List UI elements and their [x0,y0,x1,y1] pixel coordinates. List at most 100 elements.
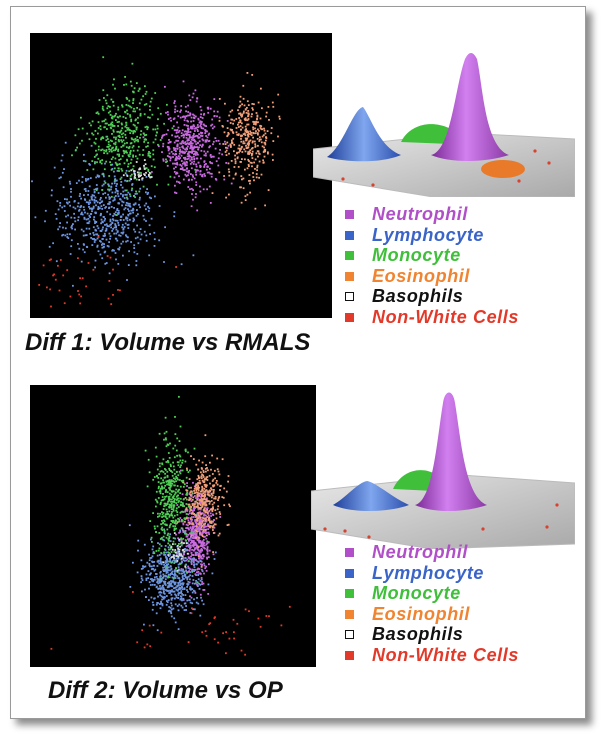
data-point [189,507,192,510]
data-point [103,120,105,122]
data-point [179,116,182,119]
data-point [188,139,190,142]
data-point [185,476,188,479]
data-point [195,532,198,535]
data-point [191,528,194,531]
data-point [206,509,208,511]
data-point [93,218,95,221]
data-point [165,508,168,511]
data-point [170,580,172,582]
data-point [163,505,166,507]
data-point [238,112,240,115]
data-point [208,171,210,174]
data-point [214,477,216,480]
data-point [125,217,127,220]
data-point [243,142,246,145]
data-point [174,105,177,108]
data-point [191,509,193,512]
data-point [211,488,213,491]
data-point [200,545,203,547]
data-point [129,202,131,205]
data-point [214,523,217,526]
data-point [112,228,114,230]
data-point [146,145,149,147]
data-point [173,582,176,585]
data-point [165,445,168,448]
data-point [96,161,98,164]
data-point [185,164,188,167]
data-point [100,205,103,208]
data-point [257,101,260,104]
data-point [128,250,130,253]
data-point [148,172,151,174]
data-point [171,511,173,513]
data-point [93,238,96,240]
data-point [151,583,154,586]
data-point [181,561,183,563]
data-point [198,502,201,505]
data-point [196,584,199,587]
data-point [175,159,177,161]
data-point [193,447,196,450]
data-point [244,117,247,120]
data-point [186,170,188,173]
data-point [242,187,245,190]
data-point [97,250,100,253]
data-point [78,247,81,250]
data-point [178,581,181,584]
data-point [147,170,150,173]
data-point [150,217,153,220]
data-point [192,516,195,518]
data-point [173,527,176,530]
data-point [199,120,202,123]
data-point [185,160,188,163]
data-point [205,565,207,568]
data-point [215,480,218,482]
data-point [201,532,204,535]
data-point [193,150,196,153]
data-point [174,520,177,523]
data-point [178,577,181,579]
legend-item: Non-White Cells [345,307,585,328]
data-point [82,206,85,208]
data-point [180,555,183,557]
data-point [184,130,187,133]
data-point [260,141,263,144]
data-point [104,126,106,129]
data-point [134,137,137,140]
data-point [260,125,263,127]
data-point [166,164,169,167]
data-point [166,564,169,567]
data-point [187,524,189,527]
data-point [105,223,108,226]
data-point [218,98,221,100]
data-point [196,126,199,129]
data-point [185,513,188,515]
data-point [237,123,239,126]
data-point [187,505,190,508]
data-point [208,516,210,519]
data-point [193,157,196,160]
data-point [170,582,173,585]
data-point [198,514,200,517]
data-point [154,527,156,530]
legend-swatch-icon [345,650,354,660]
data-point [176,147,179,150]
data-point [259,138,261,141]
data-point [93,216,96,218]
data-point [195,154,197,156]
data-point [83,188,86,191]
data-point [120,146,123,148]
data-point [110,188,112,191]
data-point [153,569,156,572]
data-point [208,132,211,135]
data-point [251,150,254,153]
data-point [185,545,188,548]
data-point [213,115,216,117]
data-point [170,520,173,522]
data-point [136,157,139,160]
data-point [114,213,117,216]
data-point [136,209,138,211]
data-point [147,154,150,157]
data-point [187,127,189,130]
